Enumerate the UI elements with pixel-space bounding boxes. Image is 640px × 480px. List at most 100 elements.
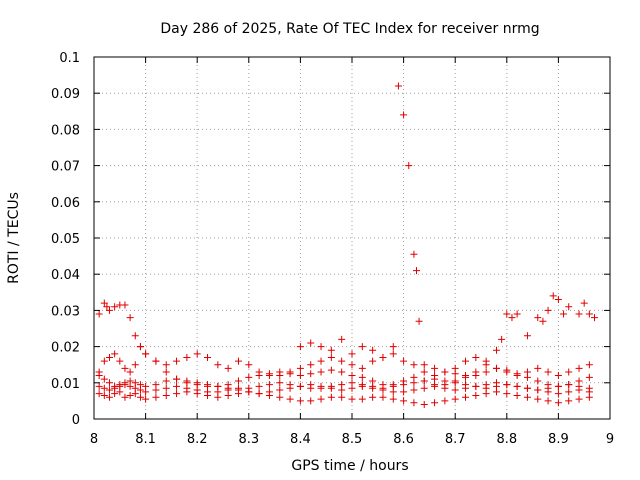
data-point [413, 267, 420, 275]
data-point [369, 393, 377, 401]
data-point [100, 357, 108, 365]
data-point [358, 373, 366, 381]
data-point [462, 357, 470, 365]
x-tick-label: 8 [90, 432, 98, 447]
data-point [173, 375, 181, 383]
data-point [327, 384, 335, 392]
data-point [152, 357, 160, 365]
data-point [389, 381, 397, 389]
data-point [348, 350, 356, 358]
y-axis-label: ROTI / TECUs [6, 192, 22, 284]
data-point [234, 377, 242, 385]
data-point [327, 346, 335, 354]
y-tick-label: 0.1 [59, 51, 80, 66]
data-point [296, 343, 304, 351]
data-point [121, 393, 129, 401]
data-point [126, 382, 134, 390]
data-point [492, 364, 500, 372]
data-point [369, 384, 377, 392]
data-point [575, 386, 583, 394]
data-point [95, 390, 103, 398]
data-point [358, 364, 366, 372]
data-point [105, 353, 113, 361]
data-point [307, 361, 315, 369]
data-point [255, 372, 263, 380]
data-point [100, 375, 108, 383]
data-point [296, 364, 304, 372]
x-tick-label: 8.9 [548, 432, 569, 447]
data-point [513, 370, 521, 378]
data-point [523, 393, 531, 401]
data-point [451, 370, 459, 378]
data-point [503, 381, 511, 389]
data-point [431, 372, 439, 380]
data-point [369, 346, 377, 354]
data-point [338, 386, 346, 394]
data-point [431, 364, 439, 372]
data-point [307, 381, 315, 389]
data-point [317, 368, 325, 376]
data-point [276, 393, 284, 401]
data-point [575, 364, 583, 372]
data-point [585, 361, 593, 369]
data-point [431, 381, 439, 389]
data-point [265, 381, 273, 389]
data-point [276, 386, 284, 394]
data-point [162, 384, 170, 392]
data-point [513, 382, 521, 390]
data-point [111, 384, 119, 392]
data-point [111, 303, 119, 311]
data-point [214, 361, 222, 369]
data-point [580, 299, 588, 307]
data-point [348, 372, 356, 380]
data-point [534, 386, 542, 394]
data-point [317, 343, 325, 351]
data-point [121, 301, 129, 309]
data-point [131, 384, 139, 392]
data-point [472, 391, 480, 399]
data-point [503, 366, 511, 374]
data-point [565, 368, 573, 376]
data-point [523, 384, 531, 392]
data-point [389, 395, 397, 403]
data-point [152, 386, 160, 394]
data-point [472, 353, 480, 361]
data-point [234, 384, 242, 392]
data-point [317, 395, 325, 403]
data-point [95, 382, 103, 390]
data-point [162, 391, 170, 399]
data-point [451, 386, 459, 394]
data-point [204, 353, 212, 361]
data-point [183, 353, 191, 361]
data-point [498, 335, 506, 343]
data-point [539, 317, 547, 325]
data-point [255, 390, 263, 398]
data-point [162, 361, 170, 369]
y-tick-label: 0.05 [51, 232, 80, 247]
data-point [286, 395, 294, 403]
data-point [575, 310, 583, 318]
y-tick-label: 0.07 [51, 160, 80, 175]
data-point [420, 361, 428, 369]
data-point [554, 372, 562, 380]
y-tick-label: 0.04 [51, 268, 80, 283]
data-point [100, 391, 108, 399]
data-point [245, 373, 253, 381]
x-tick-label: 8.7 [445, 432, 466, 447]
y-axis-ticks: 0 0.01 0.02 0.03 0.04 0.05 0.06 0.07 0.08 0.09 0.1 [51, 51, 610, 428]
data-point [482, 368, 490, 376]
x-tick-label: 8.5 [342, 432, 363, 447]
data-point [410, 361, 418, 369]
data-point [136, 386, 144, 394]
data-point [420, 377, 428, 385]
x-axis-label: GPS time / hours [291, 458, 408, 474]
data-point [105, 393, 113, 401]
data-point [410, 250, 418, 258]
data-point [441, 368, 449, 376]
data-point [193, 381, 201, 389]
data-point [591, 314, 599, 322]
data-point [338, 335, 346, 343]
data-point [116, 382, 124, 390]
data-point [105, 306, 113, 314]
